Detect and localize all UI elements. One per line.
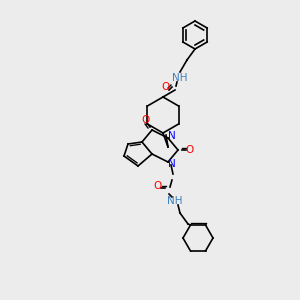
Text: O: O — [162, 82, 170, 92]
Text: NH: NH — [167, 196, 183, 206]
Text: O: O — [185, 145, 193, 155]
Text: N: N — [168, 131, 176, 141]
Text: O: O — [142, 115, 150, 125]
Text: O: O — [154, 181, 162, 191]
Text: N: N — [168, 159, 176, 169]
Text: NH: NH — [172, 73, 188, 83]
